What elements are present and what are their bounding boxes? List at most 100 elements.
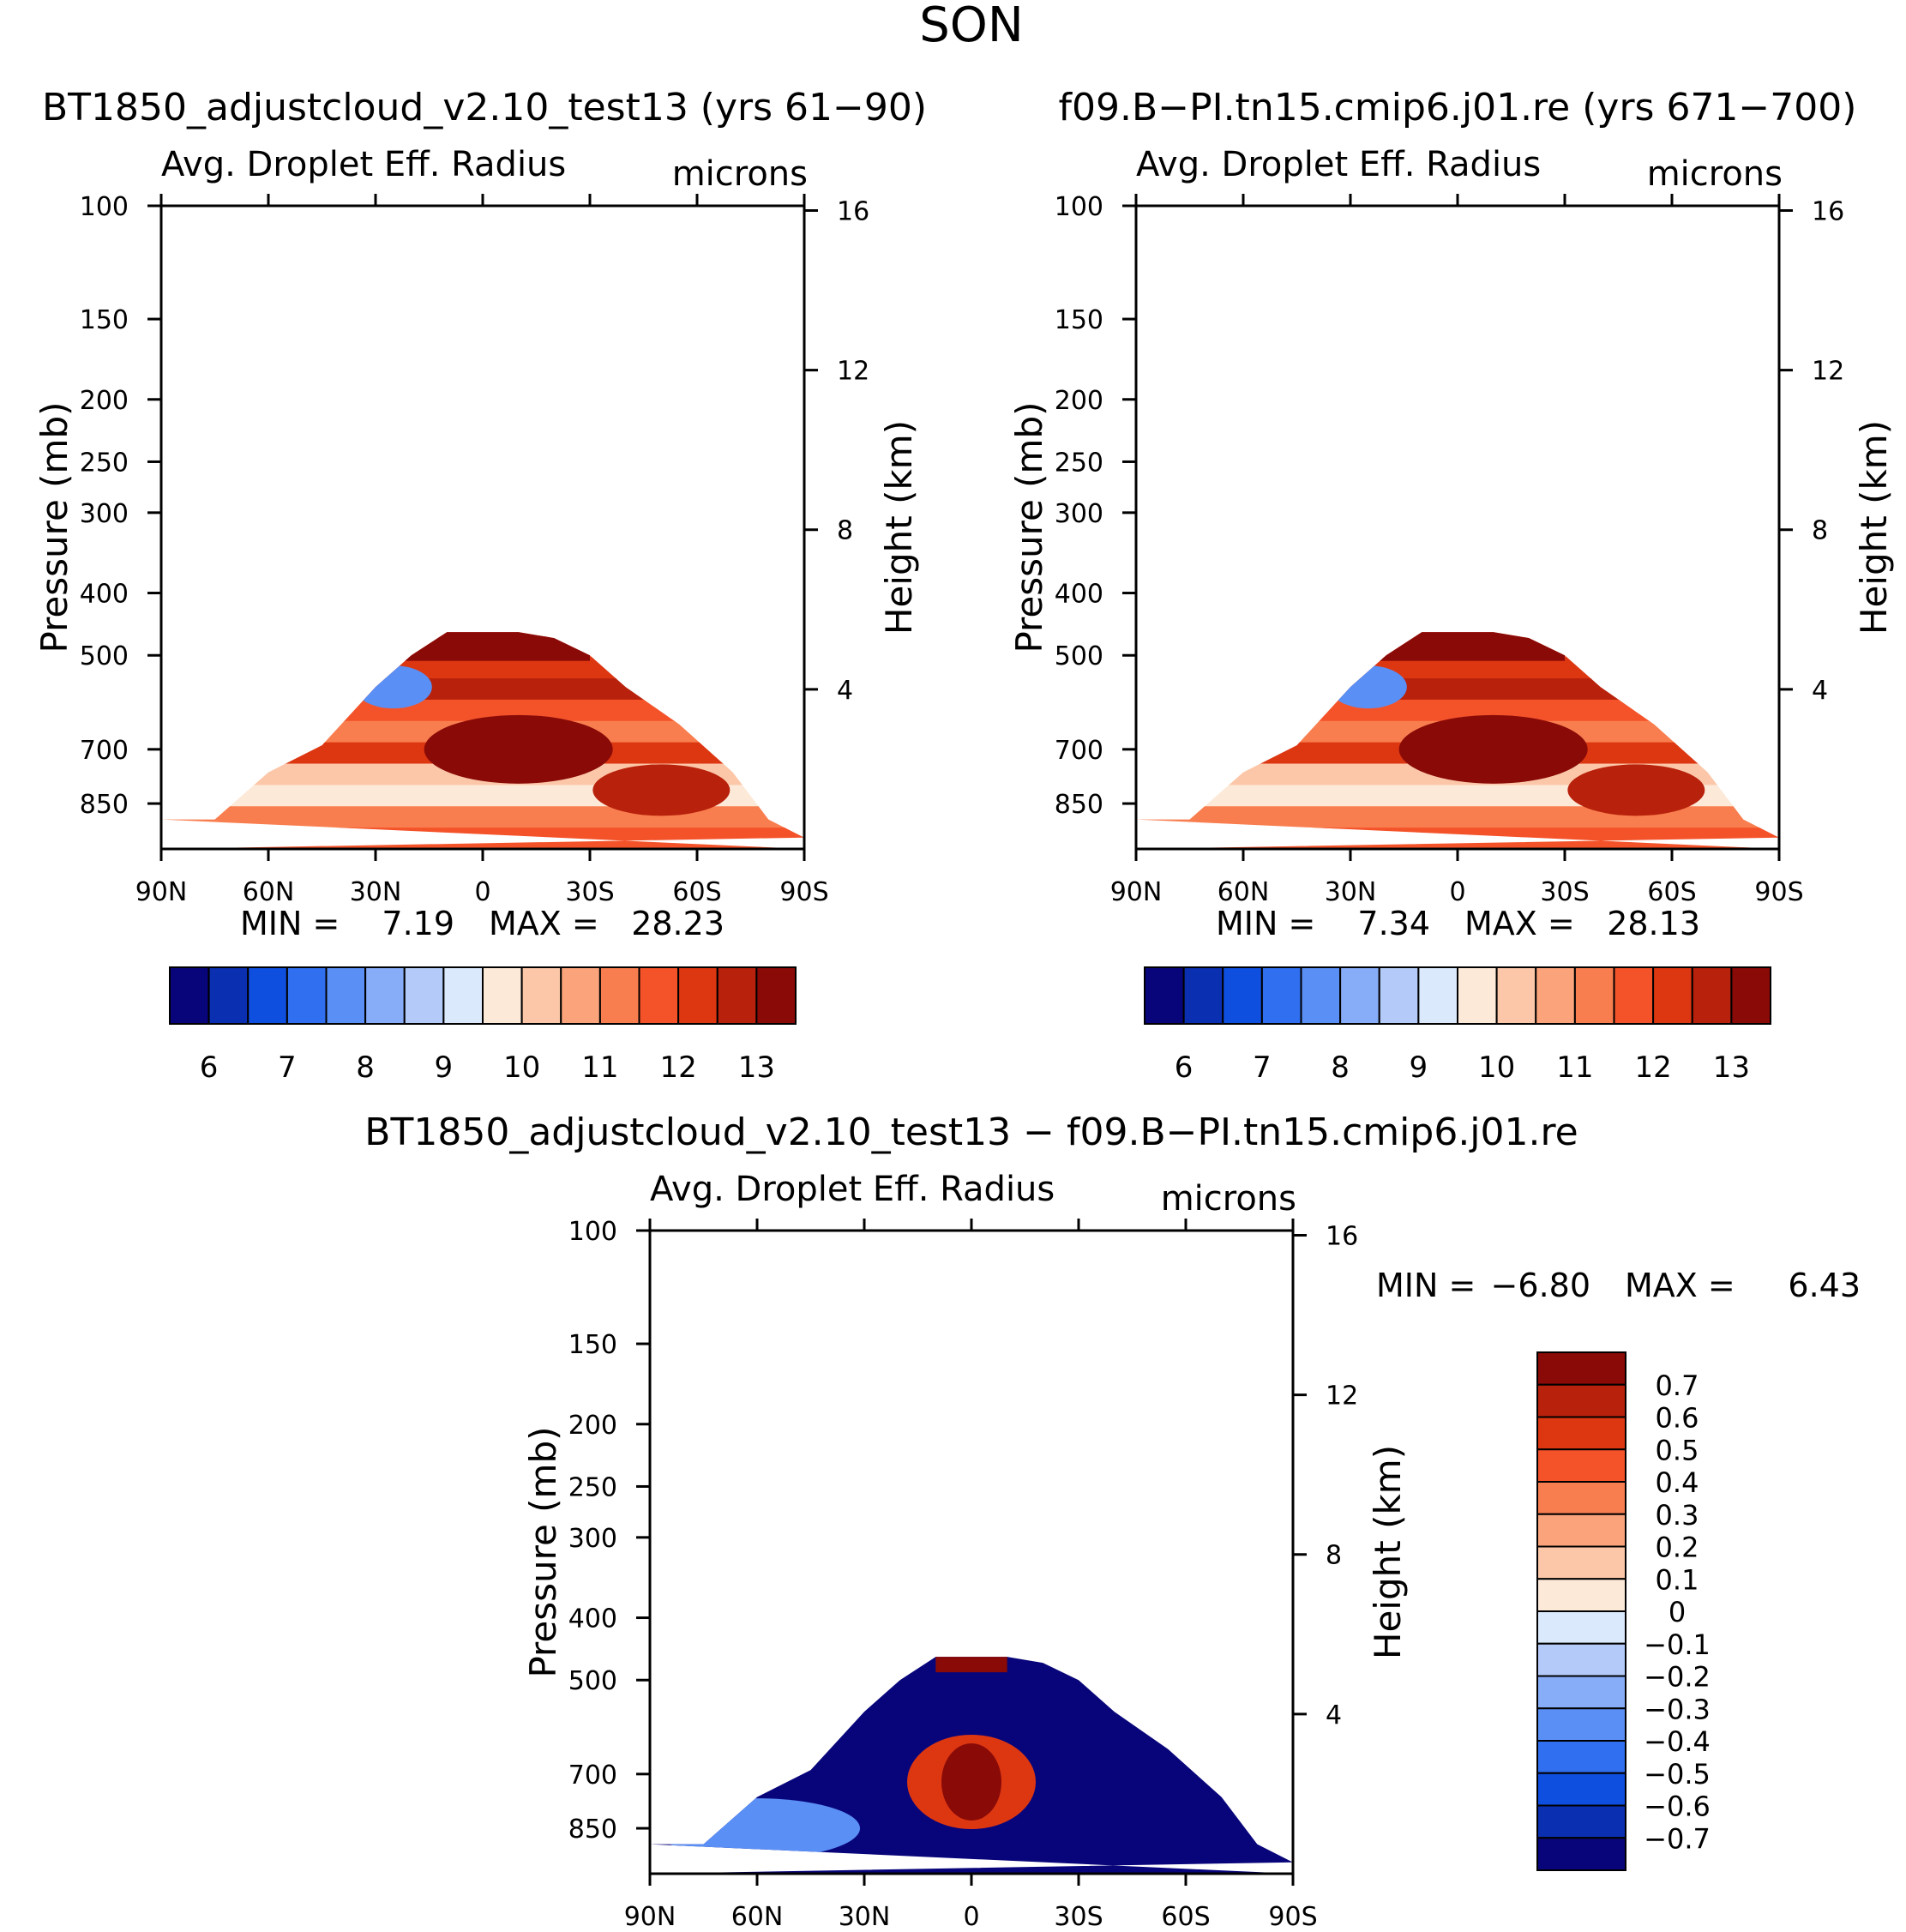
colorbar-swatch — [1536, 1740, 1626, 1774]
x-tick-label: 30S — [565, 877, 614, 907]
cap — [1350, 632, 1565, 661]
colorbar-swatch — [286, 966, 328, 1025]
secondary-core — [592, 764, 731, 816]
max-value: 6.43 — [1788, 1267, 1861, 1304]
band — [161, 593, 804, 616]
y-tick-label: 850 — [1055, 790, 1103, 820]
x-tick-label: 30S — [1540, 877, 1589, 907]
y2-tick-label: 12 — [837, 357, 869, 387]
y-tick-label: 200 — [80, 386, 129, 416]
y-tick-label: 500 — [568, 1666, 617, 1696]
colorbar-label: 0.7 — [1656, 1369, 1699, 1402]
band — [161, 828, 804, 849]
y-tick-label: 250 — [568, 1472, 617, 1502]
variable-label: Avg. Droplet Eff. Radius — [1136, 145, 1541, 184]
x-tick-label: 30S — [1054, 1902, 1103, 1932]
colorbar-swatch — [1417, 966, 1458, 1025]
y-tick-label: 850 — [568, 1815, 617, 1845]
colorbar-label: −0.6 — [1644, 1791, 1711, 1823]
max-core — [424, 714, 613, 784]
colorbar-swatch — [1573, 966, 1615, 1025]
x-tick-label: 0 — [474, 877, 490, 907]
colorbar-label: −0.2 — [1644, 1661, 1711, 1694]
colorbar-swatch — [403, 966, 445, 1025]
x-tick-label: 90N — [624, 1902, 676, 1932]
min-core — [1329, 665, 1407, 709]
min-label: MIN = — [1376, 1267, 1476, 1304]
y-tick-label: 300 — [80, 499, 129, 529]
y-tick-label: 100 — [1055, 192, 1103, 222]
colorbar-swatch — [207, 966, 250, 1025]
colorbar-swatch — [1536, 1772, 1626, 1807]
y-tick-label: 500 — [80, 641, 129, 671]
band — [161, 806, 804, 829]
y-tick-label: 850 — [80, 790, 129, 820]
y-tick-label: 200 — [1055, 386, 1103, 416]
y-tick-label: 300 — [568, 1524, 617, 1554]
contour-field — [650, 1657, 1293, 1874]
units-label: microns — [1161, 1179, 1296, 1219]
colorbar-swatch — [1536, 1610, 1626, 1645]
band — [1136, 828, 1779, 849]
y-tick-label: 400 — [568, 1604, 617, 1634]
y-tick-label: 100 — [80, 192, 129, 222]
colorbar-swatch — [1536, 1707, 1626, 1742]
units-label: microns — [672, 154, 808, 194]
colorbar-swatch — [1339, 966, 1380, 1025]
colorbar-label: 8 — [1331, 1050, 1350, 1085]
colorbar-swatch — [169, 966, 210, 1025]
colorbar-label: 9 — [435, 1050, 454, 1085]
y2-tick-label: 16 — [837, 196, 869, 226]
colorbar-swatch — [1652, 966, 1693, 1025]
panel-diff: BT1850_adjustcloud_v2.10_test13 − f09.B−… — [364, 1110, 1861, 1932]
variable-label: Avg. Droplet Eff. Radius — [161, 145, 566, 184]
colorbar-swatch — [1378, 966, 1420, 1025]
colorbar-label: 0.5 — [1656, 1434, 1699, 1466]
y-tick-label: 400 — [1055, 580, 1103, 610]
y2-tick-label: 4 — [837, 676, 853, 706]
secondary-core — [1567, 764, 1705, 816]
cap — [376, 632, 590, 661]
colorbar-label: 13 — [1713, 1050, 1750, 1085]
colorbar-label: 9 — [1410, 1050, 1428, 1085]
colorbar-swatch — [1144, 966, 1185, 1025]
y-tick-label: 250 — [1055, 448, 1103, 478]
colorbar-label: 6 — [1175, 1050, 1194, 1085]
x-tick-label: 30N — [839, 1902, 891, 1932]
y2-tick-label: 8 — [837, 516, 853, 546]
y2-axis-label: Height (km) — [878, 420, 920, 635]
y-axis-label: Pressure (mb) — [522, 1426, 564, 1677]
y2-axis-label: Height (km) — [1367, 1445, 1409, 1659]
colorbar-swatch — [1536, 1837, 1626, 1871]
y2-tick-label: 8 — [1326, 1541, 1342, 1571]
colorbar-label: 0.4 — [1656, 1466, 1699, 1499]
colorbar: 6 7 8 9 10 11 12 13 — [1144, 966, 1771, 1085]
y2-tick-label: 12 — [1326, 1381, 1358, 1411]
colorbar-swatch — [1300, 966, 1342, 1025]
y2-tick-label: 16 — [1812, 196, 1844, 226]
y-tick-label: 150 — [568, 1330, 617, 1360]
x-tick-label: 90S — [1754, 877, 1803, 907]
colorbar-swatch — [1535, 966, 1576, 1025]
colorbar-swatch — [1182, 966, 1224, 1025]
colorbar-label: 11 — [1556, 1050, 1593, 1085]
max-label: MAX = — [489, 905, 599, 942]
y2-axis-label: Height (km) — [1853, 420, 1895, 635]
colorbar-swatch — [677, 966, 719, 1025]
colorbar-label: 11 — [581, 1050, 618, 1085]
colorbar-label: −0.7 — [1644, 1822, 1711, 1855]
colorbar-label: 8 — [356, 1050, 375, 1085]
colorbar-swatch — [1536, 1675, 1626, 1710]
light-band — [654, 1798, 860, 1859]
y-tick-label: 150 — [1055, 305, 1103, 335]
colorbar-label: 7 — [278, 1050, 297, 1085]
bands — [161, 593, 804, 849]
colorbar-label: 6 — [200, 1050, 219, 1085]
colorbar-swatch — [716, 966, 758, 1025]
y-tick-label: 300 — [1055, 499, 1103, 529]
x-tick-label: 60S — [672, 877, 721, 907]
contour-field — [1136, 632, 1779, 849]
y-tick-label: 700 — [568, 1760, 617, 1791]
season-title: SON — [919, 0, 1024, 53]
